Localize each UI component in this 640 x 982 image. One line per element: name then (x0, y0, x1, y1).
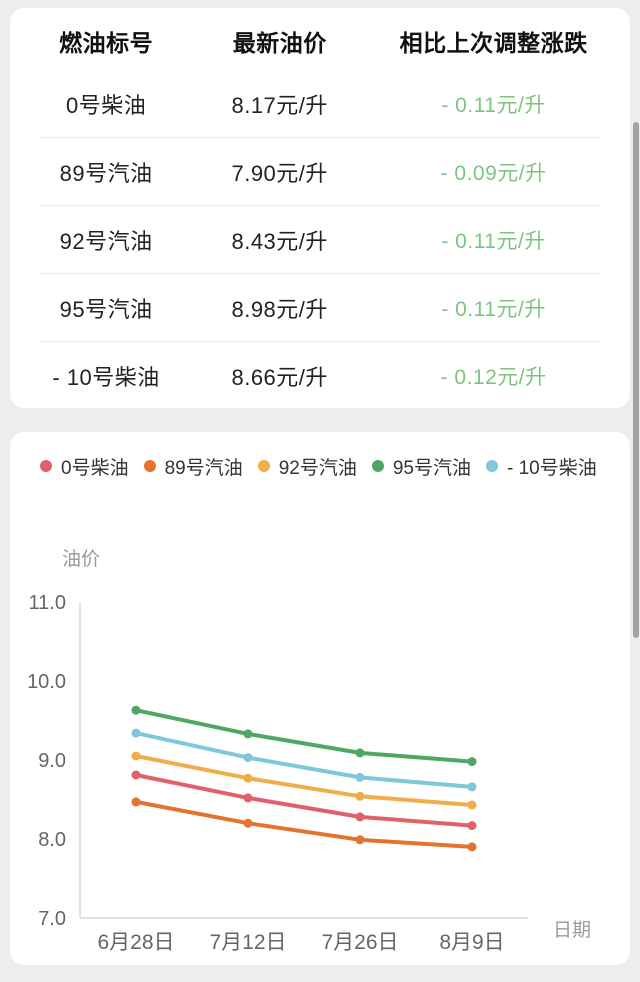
svg-text:8月9日: 8月9日 (439, 931, 504, 954)
table-row: 92号汽油 8.43元/升 - 0.11元/升 (10, 206, 630, 273)
legend-dot-icon (257, 460, 270, 472)
table-row: 89号汽油 7.90元/升 - 0.09元/升 (10, 138, 630, 205)
legend-label: 92号汽油 (278, 457, 357, 479)
legend-item-0-diesel[interactable]: 0号柴油 (40, 453, 129, 480)
cell-change: - 0.12元/升 (440, 365, 547, 389)
cell-price: 7.90元/升 (231, 160, 328, 186)
svg-text:9.0: 9.0 (38, 750, 66, 772)
cell-price: 8.98元/升 (231, 296, 328, 322)
chart-legend: 0号柴油 89号汽油 92号汽油 95号汽油 - 10号柴油 (10, 453, 630, 480)
legend-dot-icon (486, 460, 498, 472)
cell-price: 8.66元/升 (231, 364, 328, 390)
legend-item-minus10-diesel[interactable]: - 10号柴油 (486, 453, 597, 480)
cell-change: - 0.09元/升 (440, 161, 547, 185)
cell-price: 8.17元/升 (231, 92, 328, 118)
svg-text:6月28日: 6月28日 (97, 931, 174, 954)
cell-grade: 92号汽油 (59, 228, 153, 254)
header-cell-change: 相比上次调整涨跌 (399, 30, 588, 56)
svg-text:8.0: 8.0 (38, 829, 66, 851)
cell-grade: - 10号柴油 (52, 364, 160, 390)
table-header-row: 燃油标号 最新油价 相比上次调整涨跌 (10, 12, 630, 70)
legend-dot-icon (371, 460, 384, 472)
legend-item-95-gasoline[interactable]: 95号汽油 (371, 453, 471, 480)
price-trend-chart-card: 0号柴油 89号汽油 92号汽油 95号汽油 - 10号柴油 11.0 10.0 9… (10, 432, 630, 965)
header-cell-price: 最新油价 (232, 30, 327, 56)
table-row: 0号柴油 8.17元/升 - 0.11元/升 (10, 70, 630, 137)
legend-label: 95号汽油 (392, 457, 471, 479)
svg-text:11.0: 11.0 (29, 592, 66, 614)
table-row: 95号汽油 8.98元/升 - 0.11元/升 (10, 274, 630, 341)
svg-text:油价: 油价 (62, 548, 100, 570)
svg-text:日期: 日期 (553, 919, 591, 941)
legend-label: 89号汽油 (164, 457, 243, 479)
table-row: - 10号柴油 8.66元/升 - 0.12元/升 (10, 342, 630, 409)
row-divider (40, 137, 600, 138)
svg-text:7月12日: 7月12日 (209, 931, 286, 954)
cell-grade: 89号汽油 (59, 160, 153, 186)
svg-text:10.0: 10.0 (27, 671, 66, 693)
row-divider (40, 341, 600, 342)
legend-dot-icon (143, 460, 156, 472)
scrollbar-thumb[interactable] (633, 122, 639, 638)
legend-dot-icon (40, 460, 52, 472)
cell-grade: 0号柴油 (65, 92, 147, 118)
legend-label: 0号柴油 (61, 457, 129, 479)
cell-change: - 0.11元/升 (441, 93, 546, 117)
cell-change: - 0.11元/升 (441, 229, 546, 253)
header-cell-grade: 燃油标号 (59, 30, 154, 56)
legend-item-92-gasoline[interactable]: 92号汽油 (257, 453, 357, 480)
svg-text:7月26日: 7月26日 (321, 931, 398, 954)
legend-label: - 10号柴油 (507, 457, 597, 479)
cell-change: - 0.11元/升 (441, 297, 546, 321)
legend-item-89-gasoline[interactable]: 89号汽油 (143, 453, 243, 480)
cell-grade: 95号汽油 (59, 296, 153, 322)
svg-text:7.0: 7.0 (38, 908, 66, 930)
row-divider (40, 205, 600, 206)
fuel-price-table-card: 燃油标号 最新油价 相比上次调整涨跌 0号柴油 8.17元/升 - 0.11元/… (10, 8, 630, 408)
cell-price: 8.43元/升 (231, 228, 328, 254)
row-divider (40, 273, 600, 274)
